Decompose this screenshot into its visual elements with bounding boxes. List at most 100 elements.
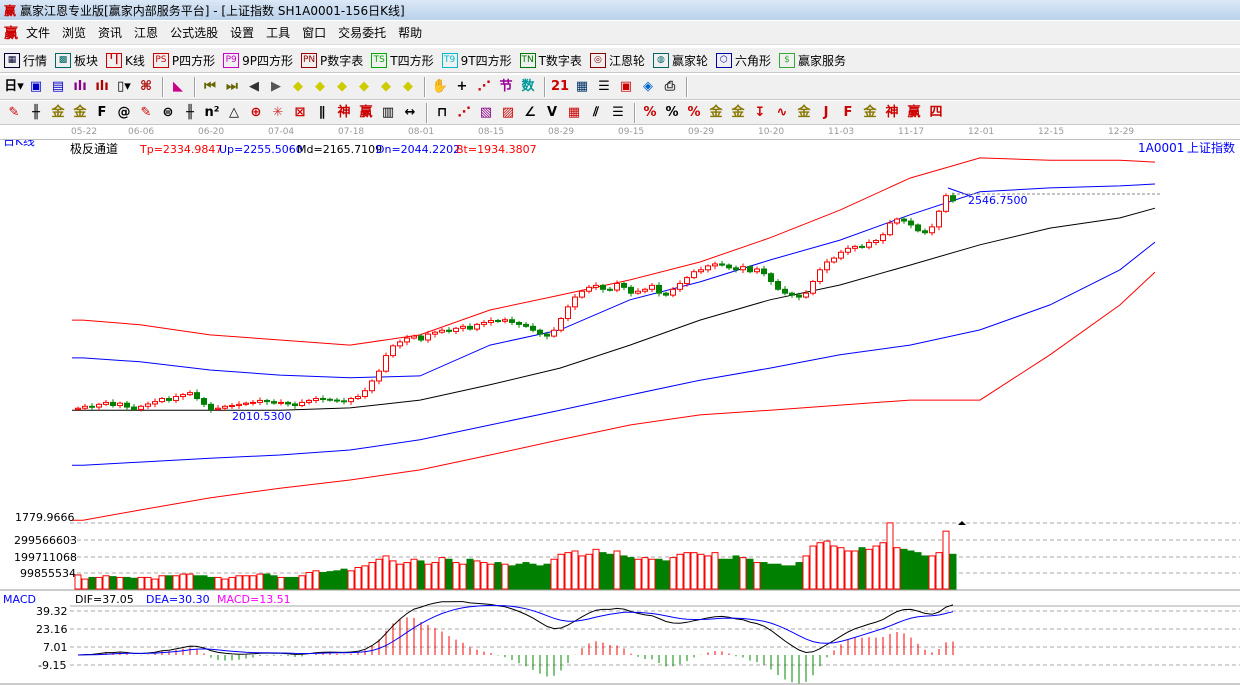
shen-angle-icon[interactable]: 神 [885, 104, 899, 120]
shrink-icon[interactable]: ◆ [359, 79, 369, 94]
print-icon[interactable]: ⎙ [664, 79, 676, 94]
calculator-icon[interactable]: ▦ [575, 79, 589, 94]
hand-icon[interactable]: ✋ [431, 79, 449, 94]
report-icon[interactable]: ☰ [598, 79, 610, 94]
toolbar-button-dollar[interactable]: $ 赢家服务 [778, 52, 846, 69]
toolbar-button-ps[interactable]: PS P四方形 [152, 52, 215, 69]
fan-icon[interactable]: ⋰ [457, 104, 471, 120]
gold2-icon[interactable]: 金 [73, 104, 87, 120]
gold-circle-icon[interactable]: 金 [709, 104, 723, 120]
percent-line-icon[interactable]: % [643, 104, 657, 120]
menu-gann[interactable]: 江恩 [134, 26, 159, 40]
channel-icon[interactable]: ⫽ [593, 104, 599, 120]
gold-icon[interactable]: 金 [51, 104, 65, 120]
crosshair-icon[interactable]: + [456, 79, 468, 94]
menu-trade[interactable]: 交易委托 [338, 26, 387, 40]
toolbar-button-t9[interactable]: T9 9T四方形 [441, 52, 512, 69]
target-icon[interactable]: ⊕ [250, 104, 262, 120]
line-tool-icon[interactable]: ⋰ [477, 79, 491, 94]
shen-icon[interactable]: 神 [337, 104, 351, 120]
gold-angle-icon[interactable]: 金 [863, 104, 877, 120]
toolbar-button-kline[interactable]: ╹┃ K线 [106, 52, 145, 69]
menu-logo[interactable]: 赢 [4, 25, 18, 42]
number-icon[interactable]: 数 [521, 79, 535, 94]
menu-help[interactable]: 帮助 [398, 26, 423, 40]
ying-icon[interactable]: 赢 [359, 104, 373, 120]
gann-box-icon[interactable]: ▧ [479, 104, 493, 120]
pen2-icon[interactable]: ✎ [140, 104, 152, 120]
menu-info[interactable]: 资讯 [98, 26, 123, 40]
j-angle-icon[interactable]: J [823, 104, 829, 120]
wave-icon[interactable]: ∿ [776, 104, 788, 120]
chart-area[interactable]: 日K线 极反通道 Tp=2334.9847 Up=2255.5060 Md=21… [0, 140, 1240, 685]
v-icon[interactable]: V [546, 104, 558, 120]
festival-icon[interactable]: 节 [499, 79, 513, 94]
menu-formula[interactable]: 公式选股 [170, 26, 219, 40]
volume-bar [543, 563, 551, 590]
triangle-icon[interactable]: △ [229, 104, 239, 120]
rect-icon[interactable]: ⊓ [436, 104, 448, 120]
move-right-icon[interactable]: ◆ [315, 79, 325, 94]
toolbar-button-winner-wheel[interactable]: ◍ 赢家轮 [652, 52, 708, 69]
toolbar-button-tn[interactable]: TN T数字表 [519, 52, 582, 69]
gann-grid-icon[interactable]: ▨ [501, 104, 515, 120]
candle [201, 396, 207, 408]
calendar-icon[interactable]: 21 [550, 79, 570, 94]
f-angle-icon[interactable]: F [843, 104, 853, 120]
gold-line-icon[interactable]: 金 [797, 104, 811, 120]
menu-window[interactable]: 窗口 [302, 26, 327, 40]
grid-icon[interactable]: ▦ [567, 104, 581, 120]
toolbar-button-sector[interactable]: ▩ 板块 [55, 52, 98, 69]
fan2-icon[interactable]: ∠ [524, 104, 536, 120]
ying-angle-icon[interactable]: 赢 [907, 104, 921, 120]
menu-settings[interactable]: 设置 [230, 26, 255, 40]
first-icon[interactable]: ⏮ [204, 79, 216, 94]
square-n-icon[interactable]: n² [204, 104, 220, 120]
last-icon[interactable]: ⏭ [226, 79, 238, 94]
indicator-3-icon[interactable]: ılı [73, 79, 87, 94]
fib-icon[interactable]: F [97, 104, 107, 120]
pen-icon[interactable]: ✎ [8, 104, 20, 120]
si-angle-icon[interactable]: 四 [929, 104, 943, 120]
percent-icon[interactable]: % [665, 104, 679, 120]
spiral-icon[interactable]: @ [117, 104, 131, 120]
save-icon[interactable]: ▣ [619, 79, 633, 94]
candle-type-dropdown[interactable]: ▯▾ [117, 79, 131, 94]
gold-levels-icon[interactable]: 金 [731, 104, 745, 120]
levels-icon[interactable]: ☰ [612, 104, 624, 120]
toolbar-button-ts[interactable]: TS T四方形 [371, 52, 434, 69]
circle-icon[interactable]: ⊜ [162, 104, 174, 120]
chart-mode-icon[interactable]: ▣ [29, 79, 43, 94]
period-day-dropdown[interactable]: 日▾ [4, 79, 24, 94]
span-icon[interactable]: ↔ [404, 104, 416, 120]
volume-bar [270, 575, 278, 590]
notes-icon[interactable]: ▤ [51, 79, 65, 94]
next-icon[interactable]: ▶ [271, 79, 281, 94]
toolbar-button-p9[interactable]: P9 9P四方形 [223, 52, 293, 69]
toolbar-button-quote-table[interactable]: ▦ 行情 [4, 52, 47, 69]
expand-icon[interactable]: ◆ [337, 79, 347, 94]
menu-browse[interactable]: 浏览 [62, 26, 87, 40]
ruler-icon[interactable]: ▥ [381, 104, 395, 120]
network-icon[interactable]: ◈ [643, 79, 653, 94]
toolbar-button-gann-wheel[interactable]: ◎ 江恩轮 [589, 52, 645, 69]
arrow-pen-icon[interactable]: ↧ [754, 104, 766, 120]
zoom-out-icon[interactable]: ◆ [403, 79, 413, 94]
star-icon[interactable]: ✳ [272, 104, 284, 120]
box-x-icon[interactable]: ⊠ [294, 104, 306, 120]
toolbar-button-pn[interactable]: PN P数字表 [301, 52, 363, 69]
prev-icon[interactable]: ◀ [249, 79, 259, 94]
toolbar-button-hexagon[interactable]: ⬡ 六角形 [715, 52, 771, 69]
parallel-lines-icon[interactable]: ╫ [32, 104, 40, 120]
pattern-icon[interactable]: ⌘ [139, 79, 153, 94]
scroll-marker-icon[interactable] [958, 521, 966, 525]
percent-levels-icon[interactable]: % [687, 104, 701, 120]
menu-file[interactable]: 文件 [26, 26, 51, 40]
flag-icon[interactable]: ◣ [173, 79, 183, 94]
move-left-icon[interactable]: ◆ [293, 79, 303, 94]
cycle-lines-icon[interactable]: ╫ [186, 104, 194, 120]
indicator-9-icon[interactable]: ılı [95, 79, 109, 94]
menu-tools[interactable]: 工具 [266, 26, 291, 40]
angle-icon[interactable]: ∥ [318, 104, 326, 120]
zoom-in-icon[interactable]: ◆ [381, 79, 391, 94]
